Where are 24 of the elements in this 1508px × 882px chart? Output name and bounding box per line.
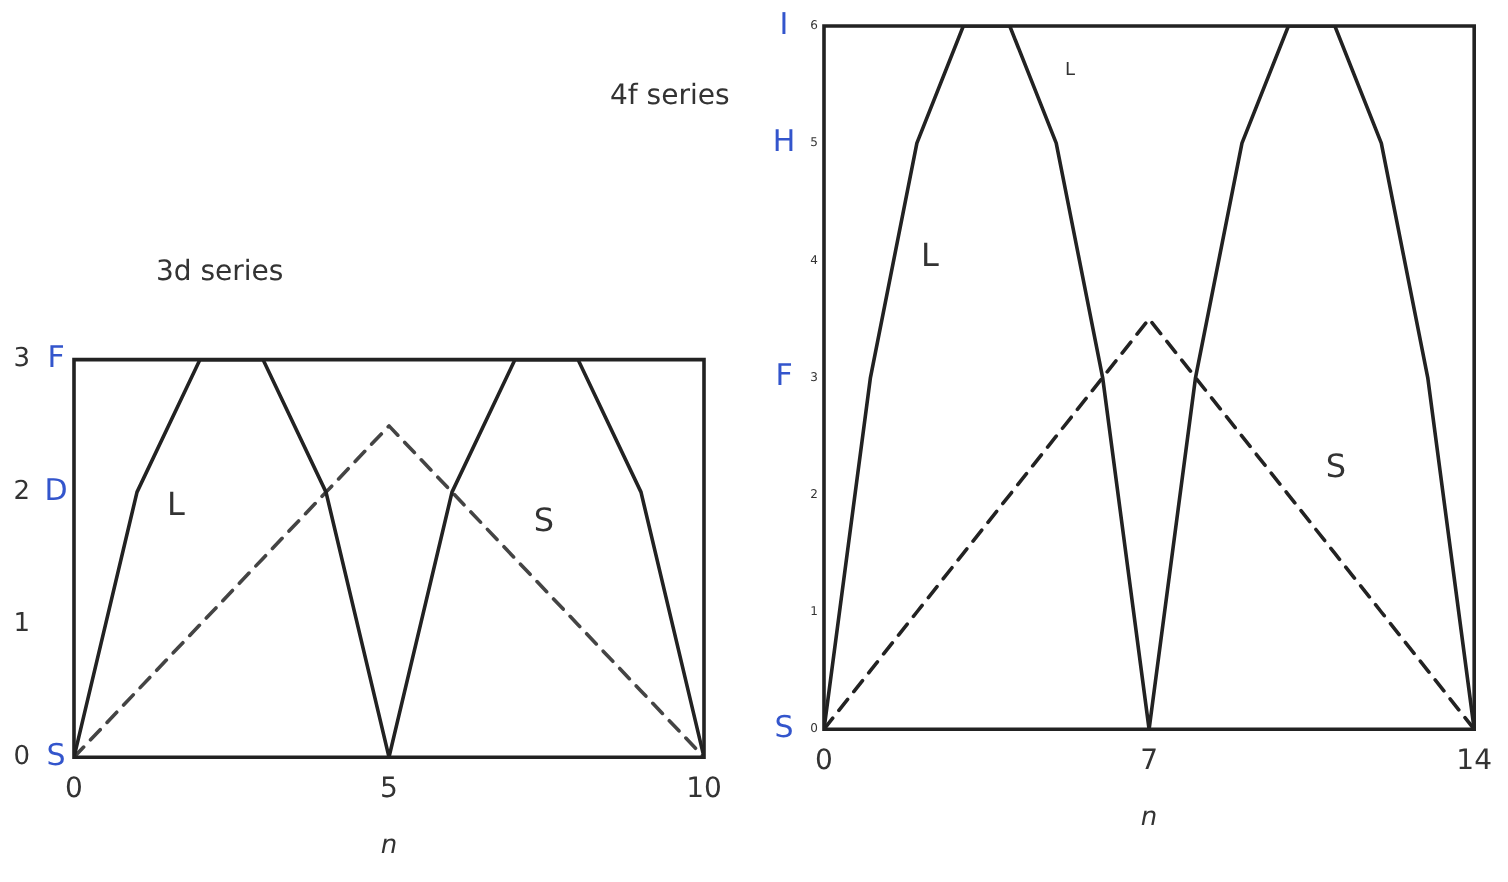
- x-tick-label: 10: [686, 773, 722, 806]
- text: S: [774, 708, 794, 745]
- x-tick-label: 0: [65, 773, 83, 806]
- text: H: [772, 122, 796, 159]
- text: 4f series: [610, 80, 730, 112]
- annotation: L: [1064, 60, 1076, 81]
- series-label: S: [1325, 447, 1347, 486]
- x-axis-title: n: [380, 831, 398, 862]
- series-label: L: [921, 236, 940, 275]
- text: F: [775, 357, 793, 394]
- series-label: L: [167, 485, 186, 524]
- text: D: [44, 471, 68, 508]
- y-tick-label: 2: [13, 476, 30, 507]
- x-tick-label: 5: [380, 773, 398, 806]
- text: F: [47, 339, 65, 376]
- x-axis-title: n: [1140, 803, 1158, 834]
- y-tick-label: 1: [13, 609, 30, 640]
- x-tick-label: 7: [1140, 745, 1159, 778]
- series-label: S: [533, 500, 555, 539]
- x-tick-label: 14: [1456, 745, 1493, 778]
- chart-title: 3d series: [156, 256, 284, 288]
- y-tick-label: 3: [13, 344, 30, 375]
- text: S: [46, 736, 66, 773]
- text: I: [779, 5, 789, 42]
